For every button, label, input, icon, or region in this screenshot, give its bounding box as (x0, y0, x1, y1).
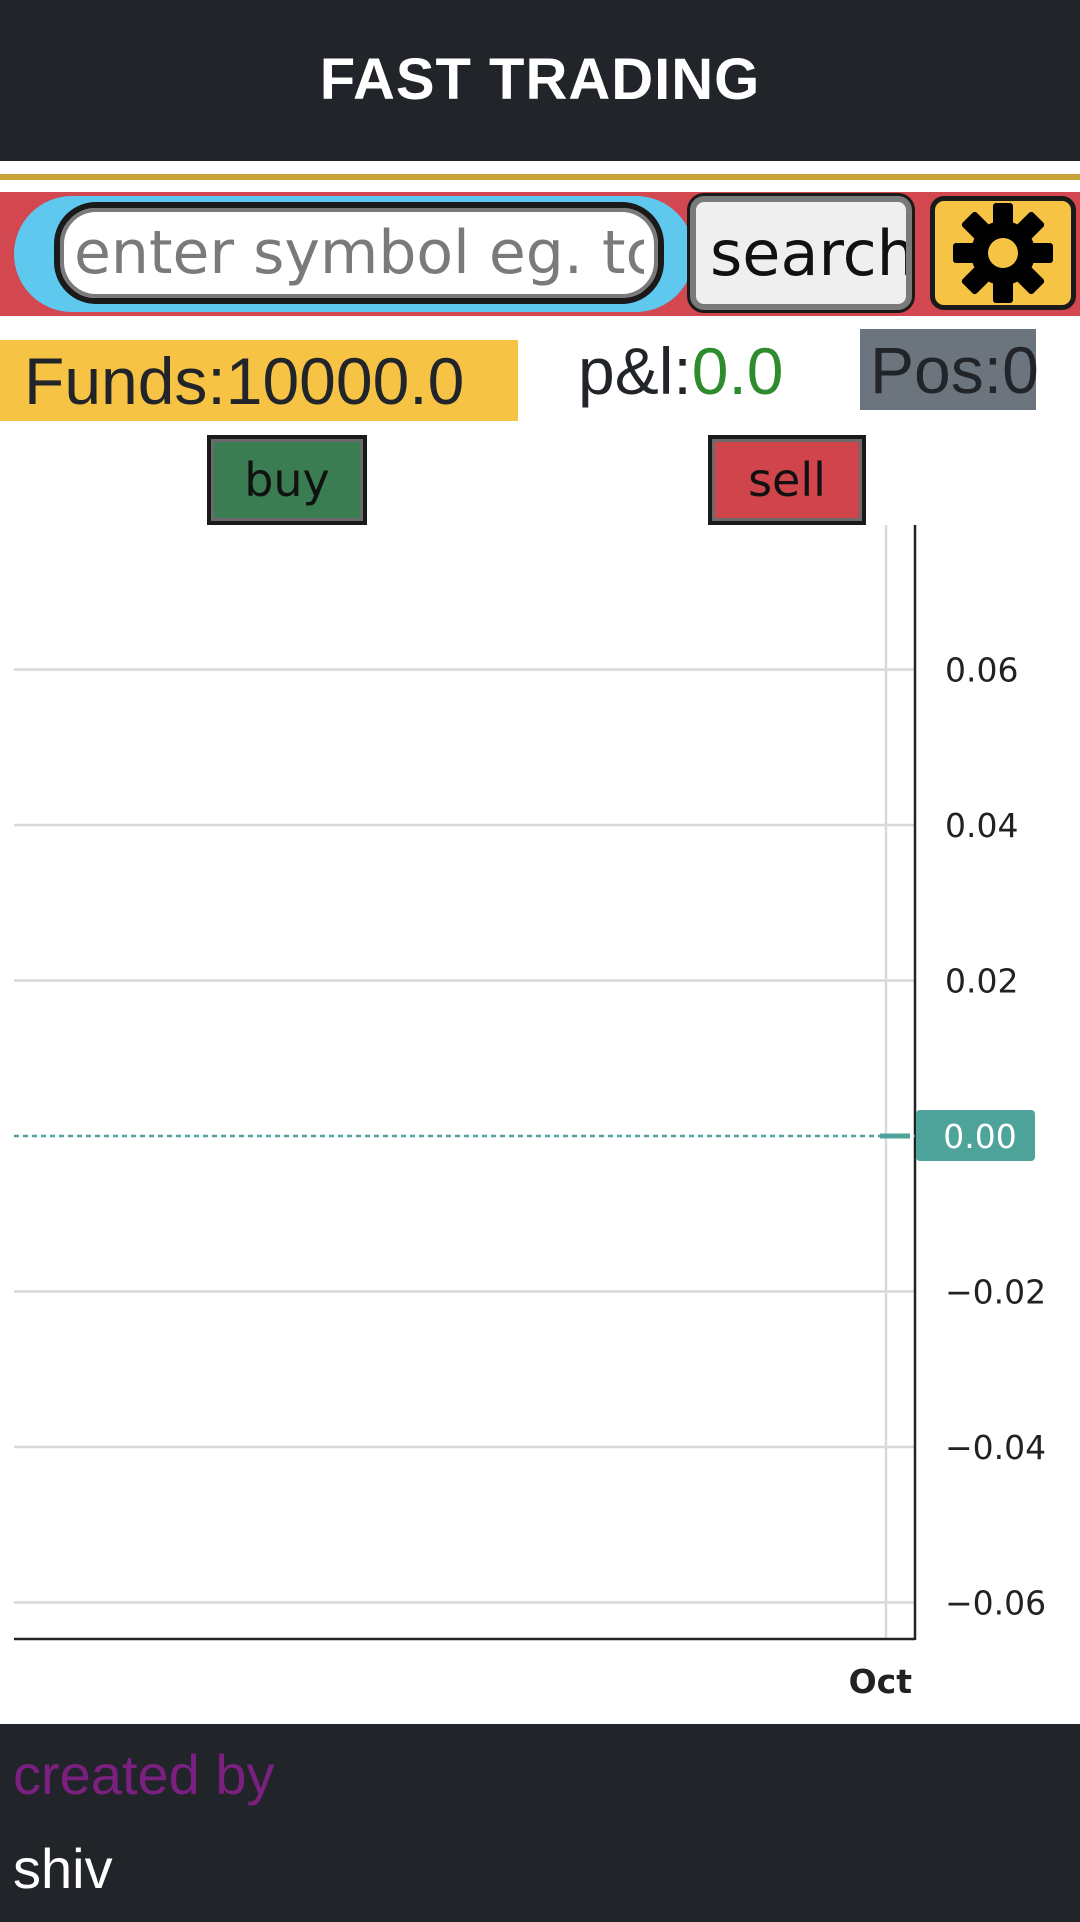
pnl-value: 0.0 (691, 334, 784, 408)
funds-label: Funds:10000.0 (24, 343, 465, 418)
search-button[interactable]: search (690, 196, 912, 310)
sell-button[interactable]: sell (708, 435, 866, 525)
price-badge-label: 0.00 (943, 1117, 1016, 1156)
y-tick-label: 0.02 (945, 962, 1018, 1001)
pnl-display: p&l: 0.0 (578, 326, 783, 416)
app-header: FAST TRADING (0, 0, 1080, 161)
header-divider (0, 161, 1080, 175)
footer: created by shiv (0, 1724, 1080, 1922)
y-tick-label: −0.04 (945, 1428, 1046, 1467)
price-badge (916, 1110, 1035, 1161)
header-divider-lower (0, 180, 1080, 192)
gold-divider (0, 174, 1080, 180)
settings-button[interactable] (930, 196, 1076, 310)
pnl-label: p&l: (578, 334, 692, 408)
author-name: shiv (13, 1837, 113, 1900)
buy-button[interactable]: buy (207, 435, 367, 525)
y-tick-label: −0.06 (945, 1584, 1046, 1623)
position-label: Pos:0 (870, 332, 1039, 407)
symbol-search-input[interactable] (54, 202, 664, 304)
y-tick-label: 0.04 (945, 806, 1018, 845)
position-display: Pos:0 (860, 329, 1039, 410)
gear-icon (953, 203, 1053, 303)
y-tick-label: 0.06 (945, 651, 1018, 690)
app-title: FAST TRADING (319, 47, 761, 112)
created-by-label: created by (13, 1743, 275, 1806)
funds-display: Funds:10000.0 (0, 340, 518, 421)
y-tick-label: −0.02 (945, 1273, 1046, 1312)
search-bar: search (0, 192, 1080, 316)
price-chart[interactable]: 0.06 0.04 0.02 −0.02 −0.04 −0.06 Oct 0.00 (0, 525, 1080, 1725)
search-pill (14, 196, 694, 312)
x-tick-label: Oct (849, 1662, 913, 1701)
